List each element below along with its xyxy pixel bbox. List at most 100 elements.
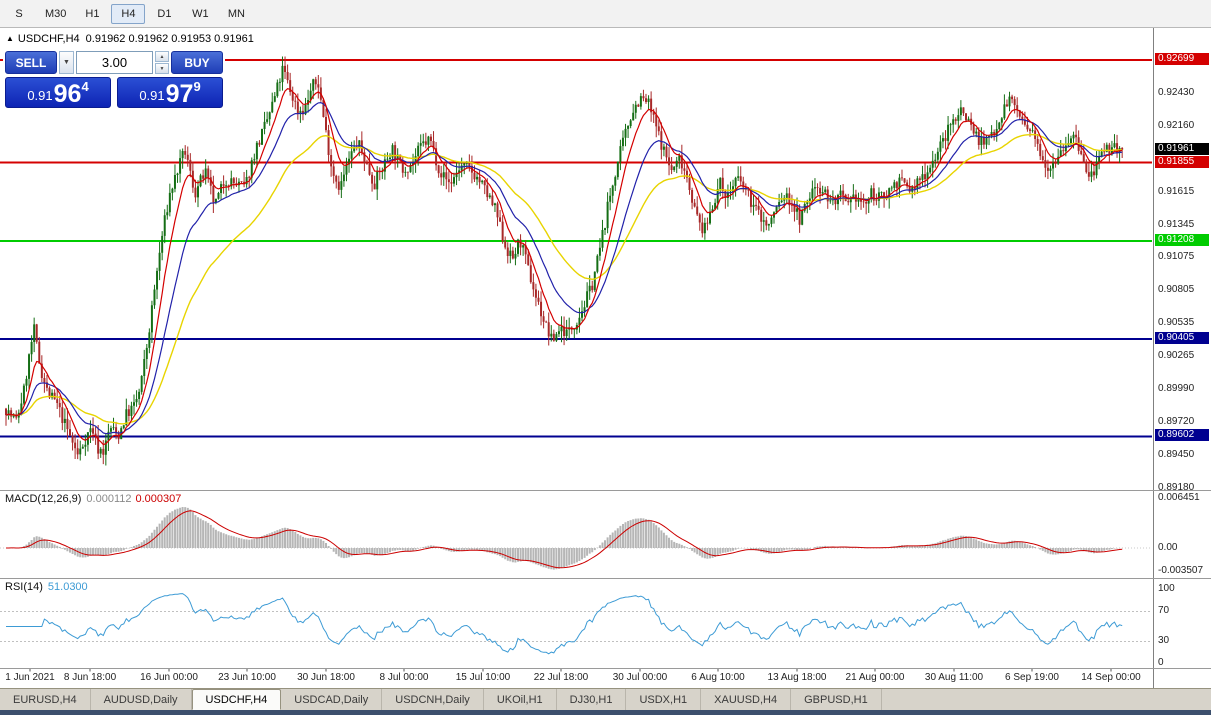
volume-input[interactable]: [76, 51, 153, 74]
time-label: 30 Jun 18:00: [297, 672, 355, 683]
bid-price-prefix: 0.91: [27, 88, 53, 103]
bid-price-big-digits: 96: [53, 80, 82, 108]
candles-up-wicks: [8, 56, 1121, 466]
macd-scale-0.00: 0.00: [1158, 542, 1178, 553]
time-label: 16 Jun 00:00: [140, 672, 198, 683]
macd-scale--0.003507: -0.003507: [1158, 565, 1204, 576]
time-label: 6 Aug 10:00: [691, 672, 745, 683]
rsi-panel-separator[interactable]: [0, 578, 1211, 579]
price-tick-0.91345: 0.91345: [1158, 218, 1195, 230]
chart-tabs-bar: EURUSD,H4 AUDUSD,Daily USDCHF,H4 USDCAD,Dai…: [0, 688, 1211, 710]
timeframe-toolbar: S M30 H1 H4 D1 W1 MN: [0, 0, 1211, 28]
macd-header: MACD(12,26,9) 0.000112 0.000307: [5, 493, 181, 505]
timeframe-button-MN[interactable]: MN: [227, 7, 245, 20]
chart-tab-USDCAD,Daily[interactable]: USDCAD,Daily: [281, 689, 383, 710]
time-label: 1 Jun 2021: [5, 672, 55, 683]
price-scale[interactable]: 0.92430 0.92160 0.91615 0.91345 0.91075 0.908…: [1153, 28, 1211, 688]
rsi-scale-100: 100: [1158, 583, 1175, 594]
time-label: 23 Jun 10:00: [218, 672, 276, 683]
window-bottom-edge: [0, 710, 1211, 715]
chart-tab-USDX,H1[interactable]: USDX,H1: [626, 689, 702, 710]
time-label: 14 Sep 00:00: [1081, 672, 1141, 683]
macd-panel-separator[interactable]: [0, 490, 1211, 491]
volume-spin-up-icon[interactable]: ▲: [155, 51, 169, 62]
chart-canvas[interactable]: [0, 0, 1152, 688]
price-label-0.89602: 0.89602: [1155, 429, 1209, 442]
chart-symbol-label: USDCHF,H4: [17, 33, 80, 45]
price-tick-0.91075: 0.91075: [1158, 251, 1195, 263]
buy-button[interactable]: BUY: [171, 51, 223, 74]
bid-price-display[interactable]: 0.91 96 4: [5, 77, 111, 108]
chart-tab-XAUUSD,H4[interactable]: XAUUSD,H4: [701, 689, 792, 710]
volume-dropdown-icon[interactable]: ▼: [59, 51, 74, 74]
price-label-0.91208: 0.91208: [1155, 234, 1209, 247]
ma-fast-red: [5, 88, 1123, 446]
price-tick-0.89180: 0.89180: [1158, 481, 1195, 493]
rsi-line: [6, 593, 1123, 655]
price-tick-0.90535: 0.90535: [1158, 316, 1195, 328]
rsi-scale-70: 70: [1158, 605, 1170, 616]
time-label: 30 Jul 00:00: [612, 672, 668, 683]
volume-spin-down-icon[interactable]: ▼: [155, 63, 169, 74]
ma-slow-yellow: [5, 133, 1123, 425]
macd-signal-line: [6, 510, 1123, 569]
timeframe-button-M30[interactable]: M30: [45, 7, 67, 20]
candles-up-bodies: [7, 65, 1121, 455]
chart-tab-EURUSD,H4[interactable]: EURUSD,H4: [0, 689, 91, 710]
chart-tab-DJ30,H1[interactable]: DJ30,H1: [557, 689, 627, 710]
rsi-scale-0: 0: [1158, 657, 1164, 668]
timeframe-button-H1[interactable]: H1: [85, 7, 100, 20]
ask-price-prefix: 0.91: [139, 88, 165, 103]
price-tick-0.89720: 0.89720: [1158, 415, 1195, 427]
rsi-header: RSI(14) 51.0300: [5, 581, 88, 593]
timeframe-button-W1[interactable]: W1: [192, 7, 209, 20]
ask-price-big-digits: 97: [165, 80, 194, 108]
macd-histogram: [7, 507, 1121, 570]
timeframe-button-S[interactable]: S: [15, 7, 23, 20]
ask-price-display[interactable]: 0.91 97 9: [117, 77, 223, 108]
price-label-0.91855: 0.91855: [1155, 155, 1209, 168]
rsi-value: 51.0300: [47, 581, 88, 593]
timeframe-button-D1[interactable]: D1: [157, 7, 172, 20]
time-label: 15 Jul 10:00: [455, 672, 511, 683]
time-label: 21 Aug 00:00: [845, 672, 905, 683]
chart-tab-USDCNH,Daily[interactable]: USDCNH,Daily: [382, 689, 484, 710]
ma-mid-blue: [5, 101, 1123, 435]
time-label: 30 Aug 11:00: [924, 672, 984, 683]
price-label-0.90405: 0.90405: [1155, 331, 1209, 344]
timeframe-button-H4[interactable]: H4: [111, 3, 146, 24]
rsi-scale-30: 30: [1158, 635, 1170, 646]
time-label: 6 Sep 19:00: [1005, 672, 1059, 683]
price-label-0.91961: 0.91961: [1155, 142, 1209, 155]
macd-signal-value: 0.000307: [135, 493, 182, 505]
collapse-arrow-icon[interactable]: ▲: [6, 34, 14, 43]
chart-tab-UKOil,H1[interactable]: UKOil,H1: [484, 689, 557, 710]
time-label: 8 Jul 00:00: [379, 672, 429, 683]
sell-button[interactable]: SELL: [5, 51, 57, 74]
volume-spinner: ▲ ▼: [155, 51, 169, 74]
price-tick-0.92430: 0.92430: [1158, 86, 1195, 98]
chart-tab-AUDUSD,Daily[interactable]: AUDUSD,Daily: [91, 689, 192, 710]
chart-tab-USDCHF,H4[interactable]: USDCHF,H4: [191, 689, 282, 710]
price-label-0.92699: 0.92699: [1155, 53, 1209, 66]
price-tick-0.89450: 0.89450: [1158, 448, 1195, 460]
time-axis-separator: [0, 668, 1211, 669]
price-tick-0.92160: 0.92160: [1158, 119, 1195, 131]
ask-price-point-digit: 9: [193, 79, 201, 94]
macd-name: MACD(12,26,9): [5, 493, 82, 505]
price-tick-0.89990: 0.89990: [1158, 383, 1195, 395]
time-label: 22 Jul 18:00: [533, 672, 589, 683]
price-tick-0.91615: 0.91615: [1158, 185, 1195, 197]
macd-scale-0.006451: 0.006451: [1158, 492, 1200, 503]
chart-ohlc-header: ▲ USDCHF,H4 0.91962 0.91962 0.91953 0.9196…: [6, 33, 254, 45]
chart-ohlc-values: 0.91962 0.91962 0.91953 0.91961: [85, 33, 254, 45]
bid-price-point-digit: 4: [81, 79, 89, 94]
rsi-name: RSI(14): [5, 581, 43, 593]
time-label: 13 Aug 18:00: [767, 672, 827, 683]
price-tick-0.90805: 0.90805: [1158, 284, 1195, 296]
price-tick-0.90265: 0.90265: [1158, 349, 1195, 361]
time-axis: 1 Jun 2021 8 Jun 18:00 16 Jun 00:00 23 Jun …: [0, 670, 1152, 688]
chart-tab-GBPUSD,H1[interactable]: GBPUSD,H1: [791, 689, 882, 710]
one-click-trading-panel: SELL ▼ ▲ ▼ BUY 0.91 96 4 0.91 97 9: [3, 49, 225, 110]
